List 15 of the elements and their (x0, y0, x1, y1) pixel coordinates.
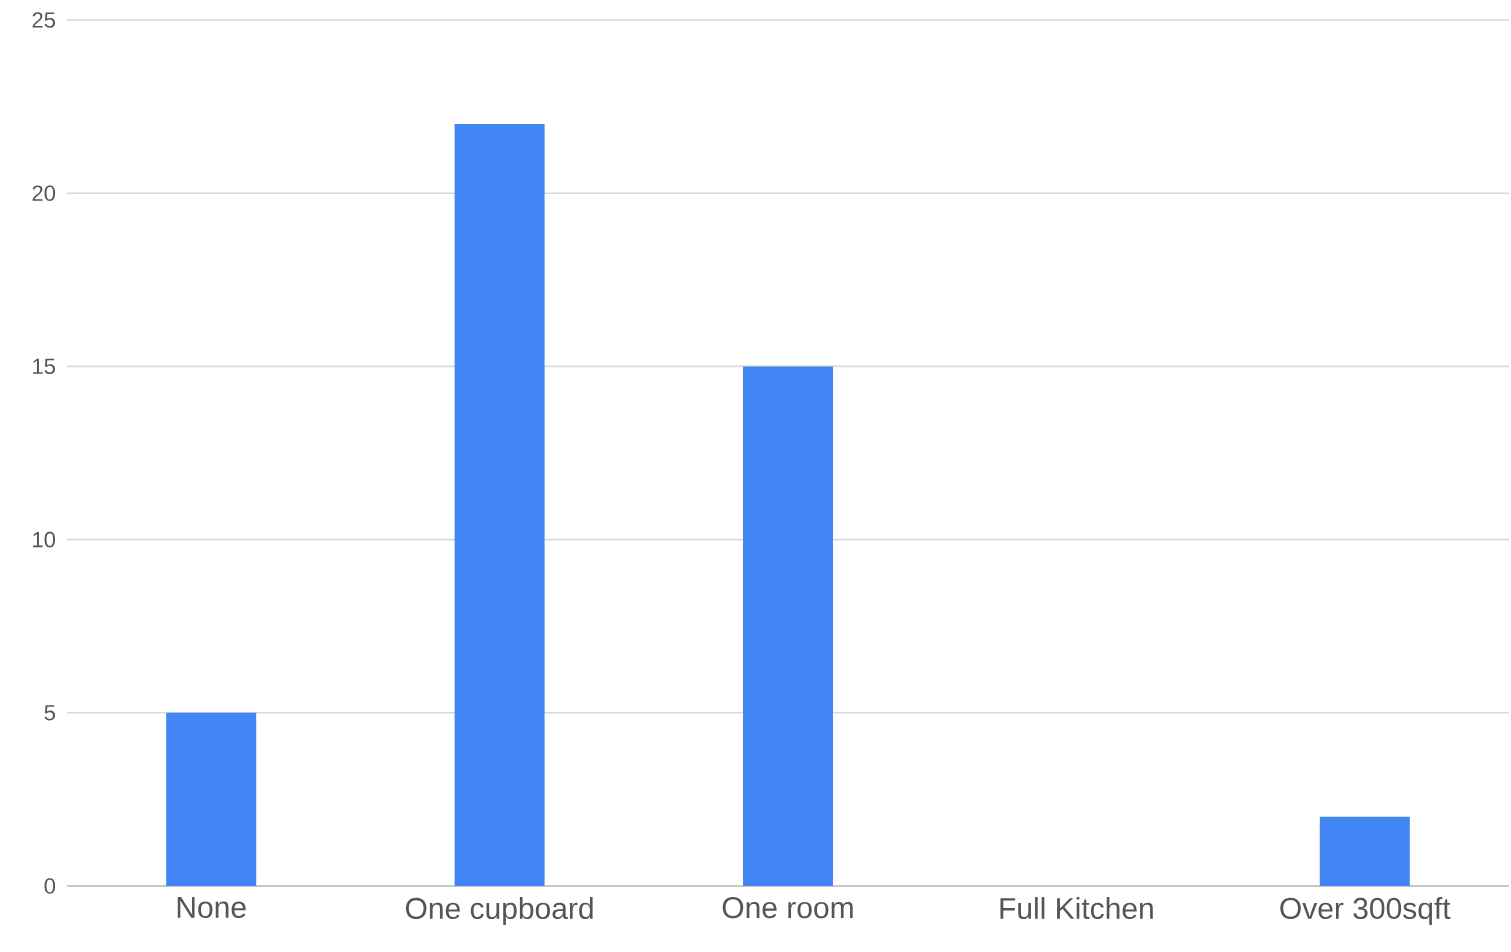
y-tick-label: 10 (33, 531, 56, 548)
bar (743, 366, 833, 886)
x-tick-label: One cupboard (405, 897, 593, 925)
y-tick-label: 20 (32, 185, 56, 201)
y-tick-label: 25 (32, 12, 55, 28)
bar (454, 123, 545, 886)
x-tick-label: Full Kitchen (1000, 897, 1153, 920)
y-tick-label: 15 (33, 358, 55, 375)
bar (166, 712, 257, 886)
x-tick-label: Over 300sqft (1280, 897, 1451, 925)
y-tick-label: 5 (44, 705, 55, 721)
x-tick-label: None (177, 897, 246, 918)
y-tick-label: 0 (44, 878, 56, 894)
x-tick-label: One room (722, 897, 853, 919)
bar (1319, 816, 1410, 886)
